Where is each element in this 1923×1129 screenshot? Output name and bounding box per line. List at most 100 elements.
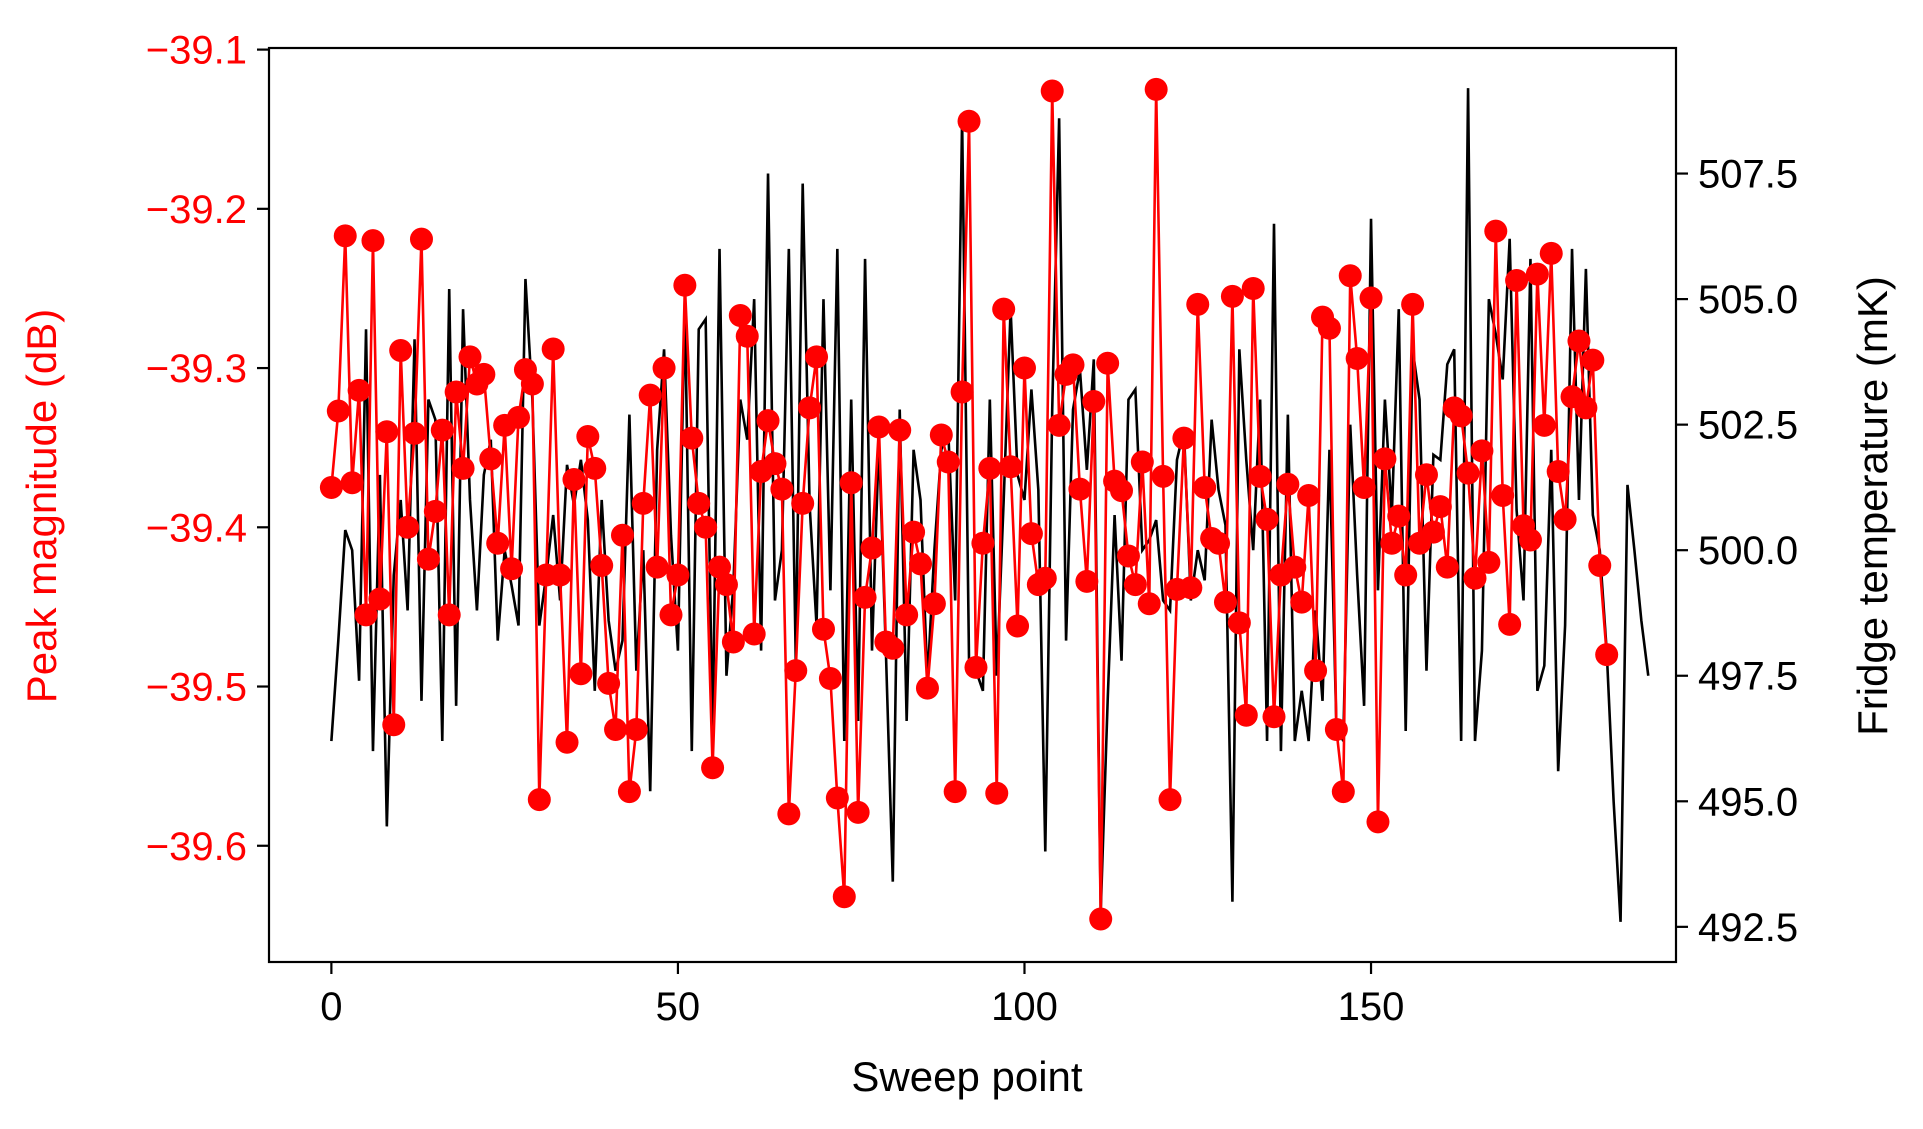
peak-magnitude-point: [1220, 284, 1244, 308]
peak-magnitude-point: [1172, 426, 1196, 450]
peak-magnitude-point: [1096, 351, 1120, 375]
y-right-tick-label: 500.0: [1698, 529, 1798, 573]
peak-magnitude-line: [330, 89, 1608, 920]
peak-magnitude-point: [1428, 495, 1452, 519]
peak-magnitude-point: [1553, 507, 1577, 531]
plot-area: [267, 46, 1678, 964]
peak-magnitude-point: [694, 515, 718, 539]
peak-magnitude-point: [1207, 531, 1231, 555]
peak-magnitude-point: [1588, 554, 1612, 578]
peak-magnitude-point: [437, 603, 461, 627]
peak-magnitude-point: [486, 531, 510, 555]
peak-magnitude-point: [936, 450, 960, 474]
peak-magnitude-point: [604, 718, 628, 742]
peak-magnitude-point: [881, 636, 905, 660]
peak-magnitude-point: [1276, 472, 1300, 496]
peak-magnitude-point: [825, 786, 849, 810]
y-left-tick-label: −39.1: [146, 29, 247, 73]
peak-magnitude-point: [1338, 264, 1362, 288]
peak-magnitude-point: [978, 456, 1002, 480]
peak-magnitude-point: [1297, 483, 1321, 507]
peak-magnitude-point: [867, 415, 891, 439]
y-right-tick-label: 507.5: [1698, 153, 1798, 197]
peak-magnitude-point: [472, 362, 496, 386]
peak-magnitude-point: [597, 671, 621, 695]
peak-magnitude-point: [382, 713, 406, 737]
peak-magnitude-point: [1262, 705, 1286, 729]
peak-magnitude-point: [1151, 464, 1175, 488]
peak-magnitude-point: [1498, 612, 1522, 636]
peak-magnitude-point: [1373, 447, 1397, 471]
peak-magnitude-point: [1525, 262, 1549, 286]
peak-magnitude-point: [1123, 573, 1147, 597]
y-left-tick-label: −39.6: [146, 825, 247, 869]
peak-magnitude-point: [1047, 413, 1071, 437]
peak-magnitude-point: [631, 491, 655, 515]
peak-magnitude-point: [687, 491, 711, 515]
peak-magnitude-point: [964, 655, 988, 679]
peak-magnitude-point: [1546, 460, 1570, 484]
peak-magnitude-point: [1193, 475, 1217, 499]
peak-magnitude-point: [1359, 286, 1383, 310]
peak-magnitude-point: [541, 337, 565, 361]
peak-magnitude-point: [555, 730, 579, 754]
peak-magnitude-point: [708, 555, 732, 579]
y-left-tick-label: −39.4: [146, 506, 247, 550]
peak-magnitude-point: [1421, 520, 1445, 544]
peak-magnitude-point: [992, 297, 1016, 321]
peak-magnitude-point: [1345, 347, 1369, 371]
peak-magnitude-point: [548, 563, 572, 587]
peak-magnitude-point: [666, 563, 690, 587]
peak-magnitude-point: [922, 592, 946, 616]
peak-magnitude-point: [721, 630, 745, 654]
peak-magnitude-point: [507, 405, 531, 429]
peak-magnitude-point: [1401, 292, 1425, 316]
peak-magnitude-point: [1595, 643, 1619, 667]
peak-magnitude-point: [1186, 292, 1210, 316]
peak-magnitude-point: [1394, 563, 1418, 587]
peak-magnitude-point: [1539, 241, 1563, 265]
y-right-tick-label: 497.5: [1698, 655, 1798, 699]
peak-magnitude-point: [915, 676, 939, 700]
peak-magnitude-point: [756, 409, 780, 433]
peak-magnitude-point: [1491, 483, 1515, 507]
peak-magnitude-point: [1290, 590, 1314, 614]
peak-magnitude-point: [1116, 544, 1140, 568]
peak-magnitude-point: [763, 452, 787, 476]
peak-magnitude-point: [742, 622, 766, 646]
y-axis-right: 492.5 495.0 497.5 500.0 502.5 505.0 507.5: [1676, 153, 1798, 950]
peak-magnitude-point: [423, 499, 447, 523]
peak-magnitude-point: [853, 585, 877, 609]
x-tick-label: 0: [320, 985, 342, 1029]
peak-magnitude-point: [1227, 611, 1251, 635]
peak-magnitude-point: [610, 523, 634, 547]
peak-magnitude-point: [562, 468, 586, 492]
peak-magnitude-point: [1137, 592, 1161, 616]
peak-magnitude-point: [416, 547, 440, 571]
peak-magnitude-point: [1033, 566, 1057, 590]
peak-magnitude-point: [798, 396, 822, 420]
peak-magnitude-point: [1352, 475, 1376, 499]
peak-magnitude-point: [680, 426, 704, 450]
peak-magnitude-point: [1435, 555, 1459, 579]
peak-magnitude-point: [403, 421, 427, 445]
y-axis-right-label: Fridge temperature (mK): [1849, 276, 1896, 736]
peak-magnitude-point: [1283, 555, 1307, 579]
peak-magnitude-point: [701, 756, 725, 780]
peak-magnitude-point: [1449, 404, 1473, 428]
peak-magnitude-point: [770, 477, 794, 501]
peak-magnitude-point: [520, 372, 544, 396]
peak-magnitude-point: [728, 304, 752, 328]
peak-magnitude-point: [1144, 77, 1168, 101]
peak-magnitude-point: [1574, 396, 1598, 420]
peak-magnitude-point: [1110, 479, 1134, 503]
peak-magnitude-point: [895, 603, 919, 627]
peak-magnitude-point: [1040, 79, 1064, 103]
peak-magnitude-point: [1130, 450, 1154, 474]
series-fridge-temperature: [330, 88, 1650, 922]
y-axis-left-label: Peak magnitude (dB): [18, 309, 65, 704]
peak-magnitude-point: [645, 555, 669, 579]
peak-magnitude-point: [888, 418, 912, 442]
x-tick-label: 50: [656, 985, 701, 1029]
peak-magnitude-point: [458, 345, 482, 369]
